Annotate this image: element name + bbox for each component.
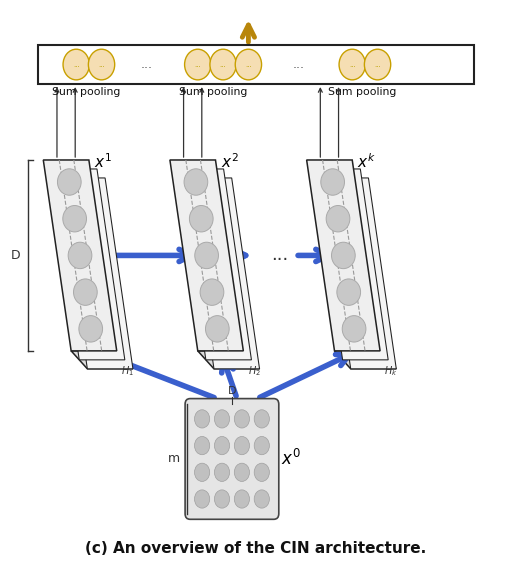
Ellipse shape bbox=[234, 410, 249, 428]
Text: $H_{1}$: $H_{1}$ bbox=[121, 365, 134, 378]
Text: D: D bbox=[228, 386, 236, 396]
Ellipse shape bbox=[195, 242, 219, 269]
Text: $x^{2}$: $x^{2}$ bbox=[221, 153, 239, 171]
Polygon shape bbox=[315, 169, 388, 360]
Ellipse shape bbox=[254, 437, 269, 455]
Bar bbox=[38, 45, 474, 84]
Polygon shape bbox=[59, 178, 133, 369]
Text: m: m bbox=[168, 452, 180, 466]
Ellipse shape bbox=[205, 316, 229, 342]
Ellipse shape bbox=[74, 279, 97, 306]
Text: ...: ... bbox=[73, 62, 79, 67]
Text: $x^{k}$: $x^{k}$ bbox=[357, 153, 376, 171]
Ellipse shape bbox=[321, 169, 345, 195]
Ellipse shape bbox=[365, 49, 391, 80]
Ellipse shape bbox=[326, 205, 350, 232]
Ellipse shape bbox=[215, 410, 229, 428]
Text: ...: ... bbox=[374, 62, 381, 67]
Polygon shape bbox=[334, 351, 396, 369]
Ellipse shape bbox=[185, 49, 211, 80]
Text: ...: ... bbox=[271, 247, 289, 264]
Text: $x^{1}$: $x^{1}$ bbox=[94, 153, 112, 171]
Polygon shape bbox=[307, 160, 380, 351]
Ellipse shape bbox=[89, 49, 115, 80]
Ellipse shape bbox=[215, 463, 229, 481]
Ellipse shape bbox=[254, 463, 269, 481]
FancyBboxPatch shape bbox=[185, 399, 279, 519]
Ellipse shape bbox=[254, 490, 269, 508]
Polygon shape bbox=[51, 169, 125, 360]
Text: Sum pooling: Sum pooling bbox=[179, 87, 247, 97]
Ellipse shape bbox=[195, 410, 210, 428]
Ellipse shape bbox=[195, 437, 210, 455]
Text: D: D bbox=[11, 249, 20, 262]
Ellipse shape bbox=[200, 279, 224, 306]
Ellipse shape bbox=[57, 169, 81, 195]
Text: $H_{k}$: $H_{k}$ bbox=[384, 365, 397, 378]
Text: Sum pooling: Sum pooling bbox=[52, 87, 120, 97]
Text: ...: ... bbox=[220, 62, 226, 67]
Text: $H_{2}$: $H_{2}$ bbox=[247, 365, 261, 378]
Text: $x^0$: $x^0$ bbox=[281, 449, 301, 469]
Ellipse shape bbox=[195, 490, 210, 508]
Text: ...: ... bbox=[245, 62, 252, 67]
Ellipse shape bbox=[215, 490, 229, 508]
Text: (c) An overview of the CIN architecture.: (c) An overview of the CIN architecture. bbox=[86, 541, 426, 556]
Ellipse shape bbox=[234, 437, 249, 455]
Ellipse shape bbox=[63, 205, 87, 232]
Ellipse shape bbox=[184, 169, 208, 195]
Ellipse shape bbox=[189, 205, 213, 232]
Polygon shape bbox=[170, 160, 243, 351]
Ellipse shape bbox=[63, 49, 90, 80]
Text: ...: ... bbox=[349, 62, 356, 67]
Ellipse shape bbox=[234, 490, 249, 508]
Polygon shape bbox=[44, 160, 117, 351]
Ellipse shape bbox=[342, 316, 366, 342]
Text: ...: ... bbox=[98, 62, 105, 67]
Text: ...: ... bbox=[195, 62, 201, 67]
Polygon shape bbox=[186, 178, 260, 369]
Ellipse shape bbox=[234, 463, 249, 481]
Polygon shape bbox=[71, 351, 133, 369]
Ellipse shape bbox=[254, 410, 269, 428]
Polygon shape bbox=[178, 169, 251, 360]
Text: ...: ... bbox=[293, 58, 305, 71]
Ellipse shape bbox=[339, 49, 366, 80]
Ellipse shape bbox=[215, 437, 229, 455]
Polygon shape bbox=[198, 351, 260, 369]
Ellipse shape bbox=[235, 49, 262, 80]
Ellipse shape bbox=[331, 242, 355, 269]
Ellipse shape bbox=[337, 279, 360, 306]
Text: Sum pooling: Sum pooling bbox=[328, 87, 396, 97]
Ellipse shape bbox=[79, 316, 102, 342]
Ellipse shape bbox=[195, 463, 210, 481]
Ellipse shape bbox=[68, 242, 92, 269]
Polygon shape bbox=[323, 178, 396, 369]
Ellipse shape bbox=[210, 49, 236, 80]
Text: ...: ... bbox=[141, 58, 153, 71]
